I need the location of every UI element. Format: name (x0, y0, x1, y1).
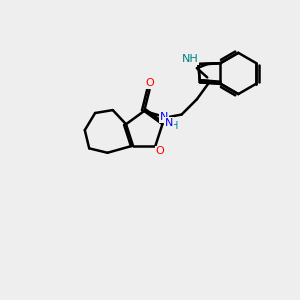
Text: N: N (165, 118, 173, 128)
Text: NH: NH (182, 54, 199, 64)
Text: N: N (160, 112, 168, 122)
Text: H: H (171, 121, 178, 131)
Text: O: O (146, 78, 154, 88)
Text: O: O (155, 146, 164, 157)
